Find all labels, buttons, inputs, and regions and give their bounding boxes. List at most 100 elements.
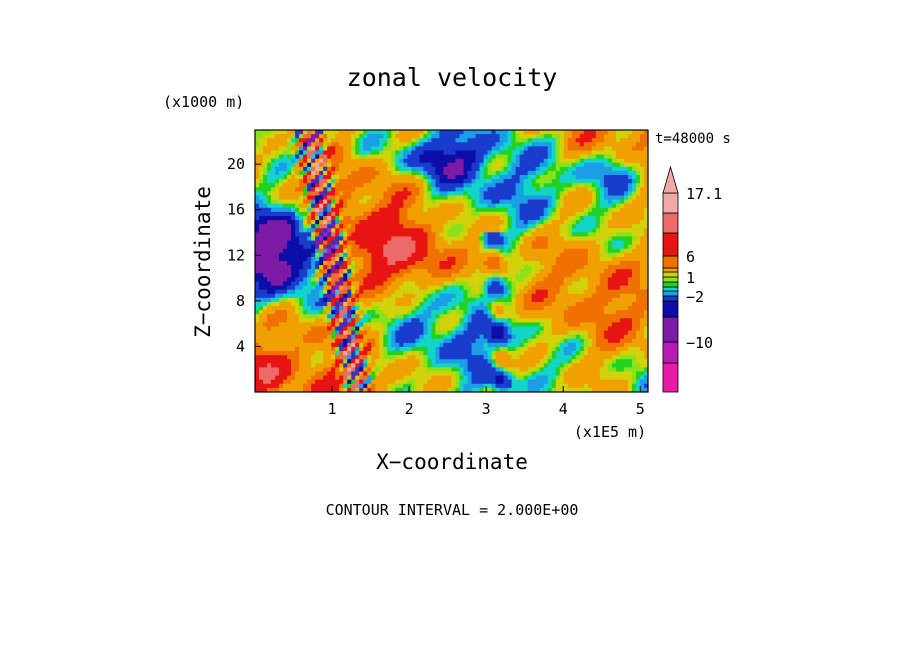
heatmap-cell: [367, 224, 372, 229]
heatmap-cell: [311, 207, 316, 213]
heatmap-cell: [363, 232, 368, 238]
heatmap-cell: [479, 203, 485, 209]
heatmap-cell: [467, 224, 473, 229]
heatmap-cell: [571, 179, 577, 184]
heatmap-cell: [471, 203, 477, 209]
heatmap-cell: [491, 191, 497, 197]
heatmap-cell: [503, 183, 509, 188]
heatmap-cell: [311, 130, 316, 135]
heatmap-cell: [279, 322, 284, 328]
heatmap-cell: [619, 150, 625, 156]
heatmap-cell: [291, 314, 296, 319]
heatmap-cell: [531, 269, 537, 274]
heatmap-cell: [327, 203, 332, 209]
heatmap-cell: [531, 236, 537, 242]
heatmap-cell: [291, 236, 296, 242]
heatmap-cell: [511, 289, 517, 295]
heatmap-cell: [491, 211, 497, 217]
heatmap-cell: [447, 211, 453, 217]
heatmap-cell: [287, 240, 292, 246]
heatmap-cell: [491, 215, 497, 221]
heatmap-cell: [551, 277, 557, 283]
heatmap-cell: [279, 297, 284, 303]
heatmap-cell: [599, 236, 605, 242]
heatmap-cell: [263, 220, 268, 225]
heatmap-cell: [303, 199, 308, 205]
heatmap-cell: [551, 207, 557, 213]
heatmap-cell: [479, 191, 485, 197]
heatmap-cell: [631, 310, 637, 315]
heatmap-cell: [635, 293, 641, 299]
heatmap-cell: [279, 154, 284, 160]
heatmap-cell: [363, 134, 368, 139]
heatmap-cell: [511, 134, 517, 139]
heatmap-cell: [359, 195, 364, 201]
heatmap-cell: [391, 170, 396, 176]
heatmap-cell: [583, 244, 589, 250]
heatmap-cell: [295, 314, 300, 319]
heatmap-cell: [599, 261, 605, 266]
heatmap-cell: [627, 334, 633, 340]
heatmap-cell: [483, 301, 489, 307]
heatmap-cell: [539, 306, 545, 311]
heatmap-cell: [435, 142, 441, 147]
heatmap-cell: [571, 277, 577, 283]
heatmap-cell: [275, 158, 280, 164]
heatmap-cell: [463, 293, 469, 299]
heatmap-cell: [355, 256, 360, 262]
heatmap-cell: [303, 318, 308, 323]
heatmap-cell: [595, 232, 601, 238]
heatmap-cell: [311, 334, 316, 340]
heatmap-cell: [451, 330, 457, 336]
heatmap-cell: [347, 220, 352, 225]
heatmap-cell: [543, 166, 549, 172]
heatmap-cell: [587, 334, 593, 340]
heatmap-cell: [275, 297, 280, 303]
heatmap-cell: [267, 134, 272, 139]
heatmap-cell: [599, 179, 605, 184]
heatmap-cell: [399, 289, 404, 295]
heatmap-cell: [431, 322, 437, 328]
heatmap-cell: [459, 154, 465, 160]
heatmap-cell: [619, 310, 625, 315]
heatmap-cell: [427, 183, 433, 188]
heatmap-cell: [327, 158, 332, 164]
heatmap-cell: [347, 183, 352, 188]
heatmap-cell: [287, 236, 292, 242]
heatmap-cell: [463, 179, 469, 184]
heatmap-cell: [295, 166, 300, 172]
heatmap-cell: [583, 277, 589, 283]
heatmap-cell: [507, 314, 513, 319]
heatmap-cell: [611, 195, 617, 201]
heatmap-cell: [391, 183, 396, 188]
heatmap-cell: [259, 191, 264, 197]
heatmap-cell: [331, 281, 336, 287]
heatmap-cell: [483, 179, 489, 184]
heatmap-cell: [583, 318, 589, 323]
heatmap-cell: [571, 301, 577, 307]
heatmap-cell: [311, 215, 316, 221]
heatmap-cell: [483, 203, 489, 209]
heatmap-cell: [623, 322, 629, 328]
heatmap-cell: [475, 314, 481, 319]
heatmap-cell: [283, 211, 288, 217]
heatmap-cell: [551, 252, 557, 258]
heatmap-cell: [599, 334, 605, 340]
heatmap-cell: [343, 326, 348, 332]
heatmap-cell: [587, 207, 593, 213]
heatmap-cell: [479, 215, 485, 221]
heatmap-cell: [619, 175, 625, 180]
heatmap-cell: [355, 215, 360, 221]
heatmap-cell: [483, 232, 489, 238]
heatmap-cell: [355, 232, 360, 238]
heatmap-cell: [611, 179, 617, 184]
heatmap-cell: [443, 306, 449, 311]
heatmap-cell: [323, 281, 328, 287]
heatmap-cell: [275, 166, 280, 172]
heatmap-cell: [479, 314, 485, 319]
heatmap-cell: [319, 306, 324, 311]
heatmap-cell: [639, 244, 645, 250]
heatmap-cell: [327, 318, 332, 323]
heatmap-cell: [631, 220, 637, 225]
heatmap-cell: [507, 170, 513, 176]
